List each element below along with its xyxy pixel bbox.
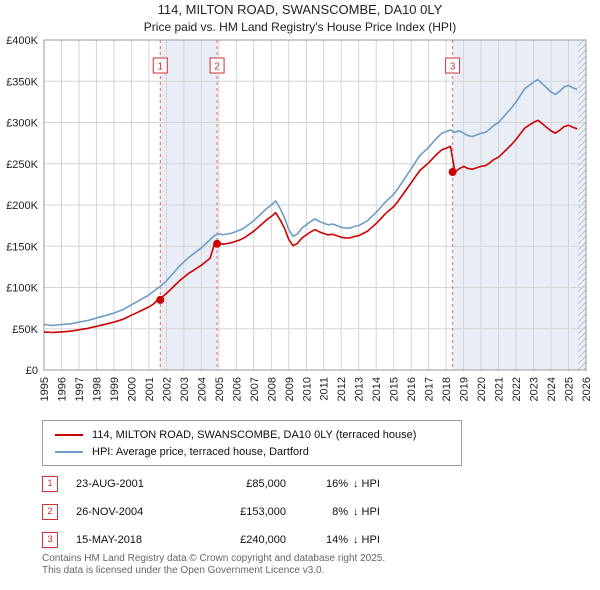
x-axis-tick-label: 2000 (126, 377, 138, 401)
x-axis-tick-label: 2026 (581, 377, 593, 401)
x-axis-tick-label: 2005 (214, 377, 226, 401)
chart-legend: 114, MILTON ROAD, SWANSCOMBE, DA10 0LY (… (42, 420, 462, 466)
sale-hpi-pct-2: 8% (332, 506, 348, 518)
sale-point (156, 295, 165, 304)
y-axis-tick-label: £50K (12, 324, 38, 336)
sale-date-3: 15-MAY-2018 (76, 534, 143, 546)
x-axis-tick-label: 2001 (144, 377, 156, 401)
y-axis-tick-label: £200K (6, 200, 38, 212)
y-axis-tick-label: £250K (6, 159, 38, 171)
sale-number-box (445, 57, 461, 74)
legend-label-hpi: HPI: Average price, terraced house, Dart… (92, 445, 309, 458)
x-axis-tick-label: 2014 (371, 377, 383, 401)
x-axis-tick-label: 2017 (424, 377, 436, 401)
x-axis-tick-label: 2025 (564, 377, 576, 401)
x-axis-tick-label: 1998 (91, 377, 103, 401)
sale-marker-2: 2 (42, 504, 58, 520)
x-axis-tick-label: 2004 (196, 377, 208, 401)
x-axis-tick-label: 2019 (459, 377, 471, 401)
price-chart: 114, MILTON ROAD, SWANSCOMBE, DA10 0LY P… (6, 2, 593, 401)
sale-date-1: 23-AUG-2001 (76, 478, 144, 490)
x-axis-tick-label: 2021 (494, 377, 506, 401)
sale-price-2: £153,000 (240, 506, 286, 518)
sale-row-2: 2 26-NOV-2004 £153,000 8% ↓ HPI (42, 498, 380, 526)
x-axis-tick-label: 2022 (511, 377, 523, 401)
x-axis-tick-label: 2008 (266, 377, 278, 401)
footer-line-1: Contains HM Land Registry data © Crown c… (42, 553, 386, 564)
license-footer: Contains HM Land Registry data © Crown c… (42, 553, 385, 577)
x-axis-tick-label: 1999 (109, 377, 121, 401)
property-price-line (43, 119, 578, 334)
x-axis-tick-label: 2016 (406, 377, 418, 401)
y-axis-tick-label: £350K (6, 76, 38, 88)
legend-item-property: 114, MILTON ROAD, SWANSCOMBE, DA10 0LY (… (51, 426, 453, 443)
x-axis-tick-label: 2024 (546, 377, 558, 401)
sale-date-2: 26-NOV-2004 (76, 506, 144, 518)
x-axis-tick-label: 1995 (39, 377, 51, 401)
sale-hpi-rel-3: ↓ HPI (353, 534, 380, 546)
sale-hpi-rel-1: ↓ HPI (353, 478, 380, 490)
sale-number-label: 1 (157, 62, 163, 73)
x-axis-tick-label: 1997 (74, 377, 86, 401)
sale-point (213, 239, 222, 248)
sale-price-3: £240,000 (240, 534, 286, 546)
legend-item-hpi: HPI: Average price, terraced house, Dart… (51, 443, 453, 460)
plot-border (43, 39, 587, 371)
y-axis-tick-label: £400K (6, 35, 38, 47)
sale-number-box (209, 57, 225, 74)
sale-number-label: 3 (450, 62, 456, 73)
y-axis-tick-label: £100K (6, 283, 38, 295)
x-axis-tick-label: 2011 (319, 377, 331, 401)
sale-hpi-pct-3: 14% (325, 534, 348, 546)
legend-label-property: 114, MILTON ROAD, SWANSCOMBE, DA10 0LY (… (92, 428, 417, 441)
property-line-swatch (55, 433, 83, 436)
x-axis-tick-label: 2007 (249, 377, 261, 401)
x-axis-tick-label: 2012 (336, 377, 348, 401)
x-axis-tick-label: 2023 (529, 377, 541, 401)
sale-marker-1: 1 (42, 476, 58, 492)
sale-number-box (152, 57, 168, 74)
plot-area: £0 £50K £100K £150K £200K £250K £300K £350K £400… (6, 35, 593, 401)
x-axis-tick-label: 2003 (179, 377, 191, 401)
sale-hpi-rel-2: ↓ HPI (353, 506, 380, 518)
sale-number-label: 2 (214, 62, 220, 73)
chart-subtitle: Price paid vs. HM Land Registry's House … (144, 20, 456, 34)
hpi-line (43, 78, 578, 327)
x-axis-tick-label: 2002 (161, 377, 173, 401)
sale-row-1: 1 23-AUG-2001 £85,000 16% ↓ HPI (42, 470, 380, 498)
sale-price-1: £85,000 (246, 478, 286, 490)
chart-title: 114, MILTON ROAD, SWANSCOMBE, DA10 0LY (158, 2, 443, 17)
x-axis-tick-label: 2006 (231, 377, 243, 401)
x-axis-tick-label: 2013 (354, 377, 366, 401)
y-axis-tick-label: £150K (6, 241, 38, 253)
sales-table: 1 23-AUG-2001 £85,000 16% ↓ HPI 2 26-NOV… (42, 470, 380, 554)
footer-line-2: This data is licensed under the Open Gov… (42, 565, 325, 576)
sale-hpi-pct-1: 16% (325, 478, 348, 490)
sale-row-3: 3 15-MAY-2018 £240,000 14% ↓ HPI (42, 526, 380, 554)
x-axis-tick-label: 2018 (441, 377, 453, 401)
y-axis-tick-label: £300K (6, 118, 38, 130)
sale-marker-3: 3 (42, 532, 58, 548)
y-axis-tick-label: £0 (26, 365, 38, 377)
hpi-line-swatch (55, 450, 83, 453)
x-axis-tick-label: 2010 (301, 377, 313, 401)
x-axis-tick-label: 2020 (476, 377, 488, 401)
x-axis-tick-label: 2015 (389, 377, 401, 401)
x-axis-tick-label: 2009 (284, 377, 296, 401)
x-axis-tick-label: 1996 (56, 377, 68, 401)
sale-point (448, 168, 457, 176)
